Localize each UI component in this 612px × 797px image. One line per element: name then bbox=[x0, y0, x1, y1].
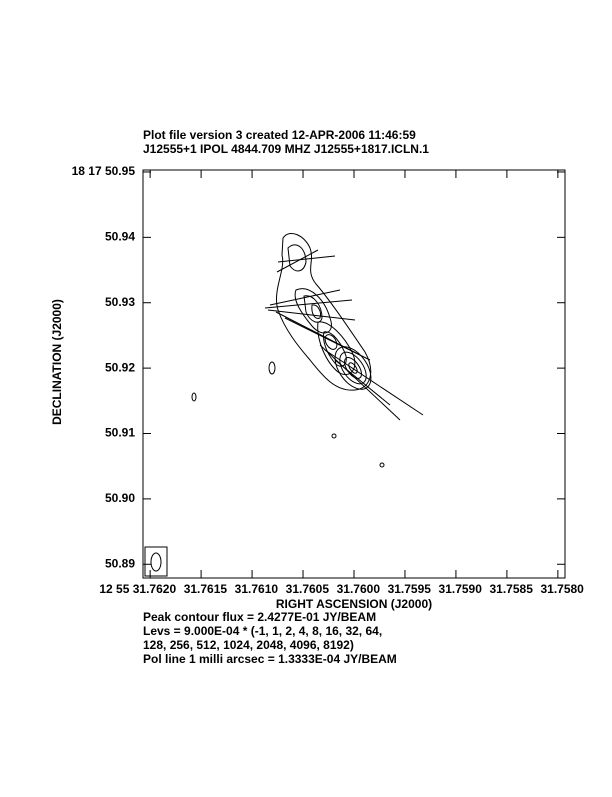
beam bbox=[144, 546, 168, 577]
y-tick-label: 50.89 bbox=[105, 556, 135, 570]
note: Pol line 1 milli arcsec = 1.3333E-04 JY/… bbox=[143, 652, 397, 666]
y-tick-label: 50.93 bbox=[105, 295, 135, 309]
x-axis-label: RIGHT ASCENSION (J2000) bbox=[276, 597, 432, 611]
x-tick-label: 31.7600 bbox=[337, 582, 381, 596]
x-tick-label: 12 55 31.7620 bbox=[99, 582, 176, 596]
note: Levs = 9.000E-04 * (-1, 1, 2, 4, 8, 16, … bbox=[143, 624, 382, 638]
x-tick-label: 31.7590 bbox=[439, 582, 483, 596]
y-tick-label: 50.94 bbox=[105, 230, 135, 244]
polarization-vectors bbox=[264, 249, 424, 421]
y-axis-label: DECLINATION (J2000) bbox=[50, 299, 64, 425]
y-tick-label: 50.91 bbox=[105, 426, 135, 440]
y-tick-label: 50.90 bbox=[105, 491, 135, 505]
x-tick-label: 31.7610 bbox=[235, 582, 279, 596]
x-tick-label: 31.7605 bbox=[286, 582, 330, 596]
contours bbox=[191, 233, 385, 468]
chart-subtitle: J12555+1 IPOL 4844.709 MHZ J12555+1817.I… bbox=[143, 142, 429, 156]
y-tick-label: 50.92 bbox=[105, 360, 135, 374]
note: 128, 256, 512, 1024, 2048, 4096, 8192) bbox=[143, 638, 354, 652]
x-tick-label: 31.7585 bbox=[490, 582, 534, 596]
x-tick-label: 31.7580 bbox=[540, 582, 584, 596]
y-tick-label: 18 17 50.95 bbox=[72, 164, 136, 178]
x-tick-label: 31.7615 bbox=[184, 582, 228, 596]
note: Peak contour flux = 2.4277E-01 JY/BEAM bbox=[143, 610, 376, 624]
x-tick-label: 31.7595 bbox=[388, 582, 432, 596]
chart-title: Plot file version 3 created 12-APR-2006 … bbox=[143, 128, 416, 142]
plot-frame bbox=[142, 169, 566, 579]
